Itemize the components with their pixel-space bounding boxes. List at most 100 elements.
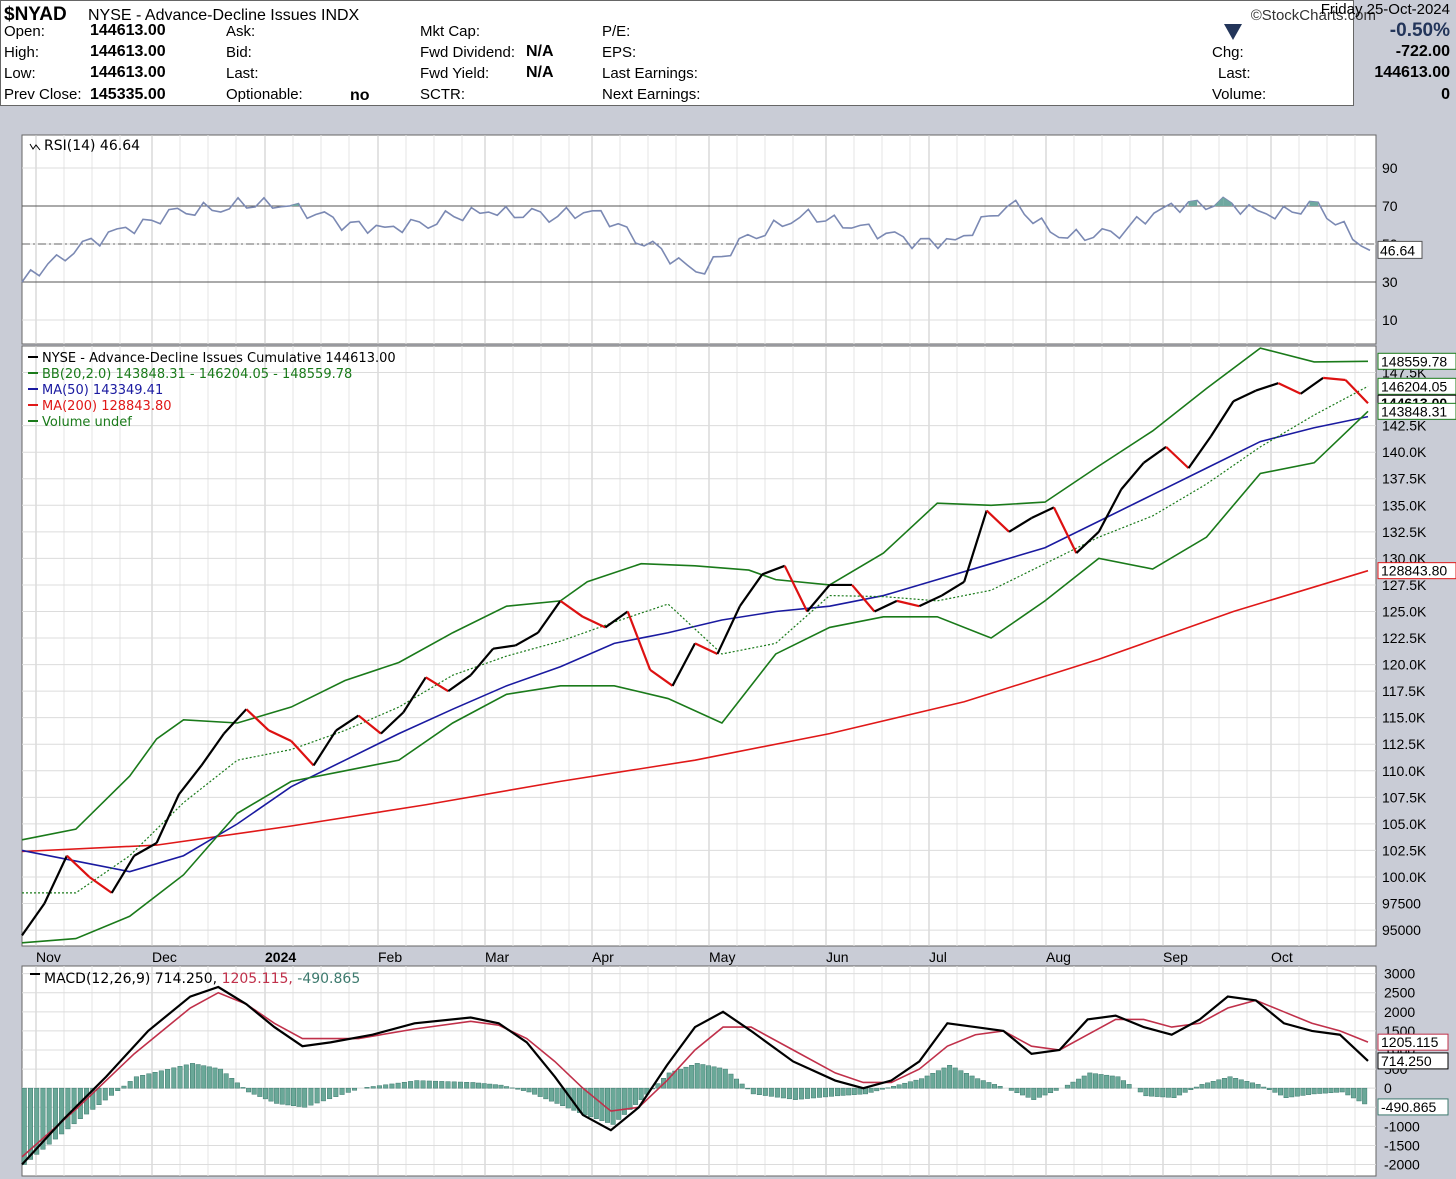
macd-histogram-bar [1328,1087,1334,1094]
macd-histogram-bar [919,1078,925,1089]
macd-histogram-bar [52,1087,58,1140]
macd-value-label-box [1377,1052,1449,1070]
price-y-tick-label: 127.5K [1382,577,1427,593]
low-label: Low: [4,65,36,82]
macd-histogram-bar [1025,1087,1031,1098]
macd-histogram-bar [913,1079,919,1089]
macd-histogram-bar [1188,1087,1194,1090]
macd-histogram-bar [1109,1075,1115,1089]
macd-histogram-bar [1244,1081,1250,1089]
price-segment [851,584,876,613]
macd-histogram-bar [464,1081,470,1089]
macd-histogram-bar [588,1087,594,1118]
macd-histogram-bar [997,1086,1003,1089]
macd-histogram-bar [1205,1082,1211,1089]
macd-histogram-bar [1216,1079,1222,1089]
macd-histogram-bar [190,1063,195,1089]
price-segment [626,611,652,671]
macd-histogram-bar [102,1087,108,1101]
rsi-title: RSI(14) 46.64 [44,138,140,154]
prev-close-value: 145335.00 [90,86,166,103]
macd-histogram-bar [345,1087,351,1093]
macd-histogram-bar [1255,1084,1261,1089]
x-tick-label: Mar [485,949,509,965]
macd-histogram-bar [902,1082,908,1089]
last-price-label: Last: [1218,65,1251,82]
macd-histogram-bar [975,1078,981,1089]
ma50-line [21,415,1369,873]
price-segment [1008,517,1033,533]
macd-histogram-bar [59,1087,65,1135]
price-y-tick-label: 135.0K [1382,497,1427,513]
macd-histogram-bar [1221,1078,1227,1089]
macd-histogram-bar [576,1087,582,1113]
price-y-tick-label: 142.5K [1382,418,1427,434]
macd-histogram-bar [1171,1087,1177,1098]
price-y-tick-label: 132.5K [1382,524,1427,540]
macd-title-swatch [30,973,40,975]
price-segment [290,740,315,767]
macd-histogram-bar [268,1087,274,1102]
macd-y-tick-label: -1000 [1384,1118,1420,1134]
price-y-tick-label: 97500 [1382,896,1421,912]
x-tick-label: Nov [36,949,61,965]
price-segment [1052,506,1078,554]
macd-histogram-bar [734,1078,740,1089]
price-segment [1120,462,1145,491]
price-segment [716,605,741,655]
price-segment [738,573,764,607]
price-segment [918,594,943,608]
macd-histogram-bar [621,1087,627,1115]
macd-histogram-bar [1165,1087,1171,1098]
macd-histogram-bar [907,1081,913,1089]
price-y-tick-label: 112.5K [1382,736,1426,752]
high-value: 144613.00 [90,43,166,60]
price-segment [155,793,181,844]
macd-histogram-bar [308,1087,314,1106]
macd-histogram-bar [201,1065,207,1089]
price-segment [694,642,718,655]
fwd-dividend-label: Fwd Dividend: [420,44,516,61]
macd-histogram-bar [780,1087,786,1099]
price-segment [402,676,427,713]
macd-histogram-bar [140,1074,146,1089]
macd-histogram-bar [1345,1087,1351,1096]
macd-y-tick-label: 2000 [1384,1004,1415,1020]
macd-histogram-bar [1350,1087,1356,1099]
ma200-value-label-box [1377,562,1456,580]
macd-histogram-bar [46,1087,52,1145]
macd-histogram-bar [963,1073,969,1089]
macd-histogram-bar [515,1087,521,1090]
rsi-line [21,196,1371,283]
pe-label: P/E: [602,23,631,40]
macd-histogram-bar [1193,1086,1199,1089]
macd-histogram-bar [1048,1087,1054,1094]
macd-histogram-bar [1272,1087,1278,1093]
macd-histogram-value-label-box [1377,1098,1449,1116]
macd-histogram-bar [616,1087,622,1120]
macd-histogram-bar [121,1085,127,1089]
legend-ma200-label: MA(200) 128843.80 [42,399,172,414]
macd-histogram-bar [786,1087,792,1100]
price-segment [1232,389,1257,403]
macd-histogram-bar [1154,1087,1160,1097]
rsi-overbought-fill [1214,197,1224,206]
macd-histogram-bar [352,1087,358,1091]
price-segment [671,642,696,687]
bb-upper-line [21,347,1369,841]
macd-histogram-bar [290,1087,296,1106]
price-y-tick-label: 102.5K [1382,842,1427,858]
legend-volume-swatch [28,420,38,422]
macd-histogram-bar [1233,1078,1239,1089]
price-segment [425,676,449,693]
macd-histogram-bar [127,1081,133,1089]
macd-histogram-bar [1092,1073,1098,1089]
fwd-yield-value: N/A [526,64,554,81]
macd-histogram-bar [370,1086,376,1089]
macd-histogram-bar [689,1065,695,1089]
price-segment [66,854,91,878]
rsi-overbought-fill [1188,200,1198,206]
rsi-y-tick-label: 70 [1382,198,1398,214]
macd-histogram-bar [798,1087,804,1100]
price-segment [649,668,674,687]
